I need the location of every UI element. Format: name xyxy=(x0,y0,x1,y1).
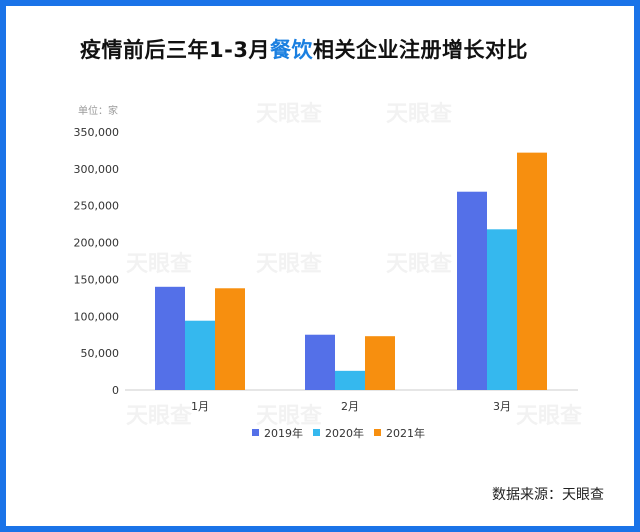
watermark: 天眼查 xyxy=(516,404,583,429)
y-tick-label: 300,000 xyxy=(74,163,120,176)
chart-title: 疫情前后三年1-3月餐饮相关企业注册增长对比 xyxy=(80,34,528,64)
watermark: 天眼查 xyxy=(386,252,453,277)
x-tick-label: 3月 xyxy=(493,400,511,413)
bar-3-3 xyxy=(517,152,547,390)
watermark: 天眼查 xyxy=(256,404,323,429)
watermark: 天眼查 xyxy=(386,102,453,127)
legend-swatch xyxy=(252,429,259,436)
y-tick-label: 350,000 xyxy=(74,126,120,139)
y-tick-label: 250,000 xyxy=(74,200,120,213)
watermark: 天眼查 xyxy=(126,404,193,429)
y-tick-label: 100,000 xyxy=(74,310,120,323)
legend-label: 2019年 xyxy=(264,426,303,440)
y-axis-unit-label: 单位：家 xyxy=(78,106,118,117)
watermark: 天眼查 xyxy=(126,252,193,277)
bar-3-1 xyxy=(457,191,487,390)
title-suffix: 相关企业注册增长对比 xyxy=(312,38,528,62)
legend-swatch xyxy=(313,429,320,436)
bar-2-2 xyxy=(335,370,365,390)
x-tick-label: 1月 xyxy=(191,400,209,413)
bar-2-1 xyxy=(305,334,335,390)
legend-label: 2020年 xyxy=(325,426,364,440)
y-tick-label: 0 xyxy=(112,384,119,397)
legend-label: 2021年 xyxy=(386,426,425,440)
title-highlight: 餐饮 xyxy=(269,38,313,62)
bar-1-3 xyxy=(215,288,245,390)
bar-1-2 xyxy=(185,320,215,390)
watermark: 天眼查 xyxy=(256,252,323,277)
watermark: 天眼查 xyxy=(256,102,323,127)
y-tick-label: 150,000 xyxy=(74,273,120,286)
bar-1-1 xyxy=(155,286,185,390)
x-tick-label: 2月 xyxy=(341,400,359,413)
title-prefix: 疫情前后三年1-3月 xyxy=(80,38,270,62)
data-source-note: 数据来源：天眼查 xyxy=(492,487,604,503)
legend-swatch xyxy=(374,429,381,436)
bar-3-2 xyxy=(487,229,517,390)
y-tick-label: 200,000 xyxy=(74,237,120,250)
y-tick-label: 50,000 xyxy=(81,347,120,360)
bar-2-3 xyxy=(365,336,395,390)
